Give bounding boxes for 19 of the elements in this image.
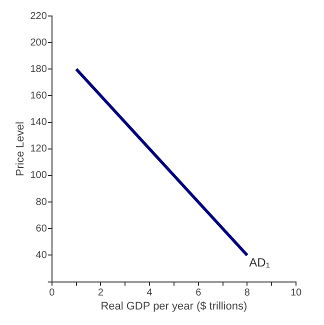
y-tick-label: 200 <box>30 37 48 48</box>
x-tick-label: 2 <box>98 288 104 299</box>
series-label: AD₁ <box>249 256 270 270</box>
y-tick-label: 120 <box>30 144 48 155</box>
y-tick-label: 80 <box>36 196 48 208</box>
x-tick-label: 8 <box>244 288 250 299</box>
y-tick-label: 100 <box>30 170 48 182</box>
y-axis-title: Price Level <box>14 122 27 176</box>
y-tick-label: 160 <box>30 90 48 102</box>
y-tick-label: 140 <box>30 117 48 128</box>
y-tick-label: 220 <box>30 10 48 22</box>
x-tick-label: 4 <box>146 288 153 299</box>
x-tick-label: 10 <box>290 288 302 299</box>
y-tick-label: 180 <box>30 64 48 75</box>
y-tick-label: 60 <box>36 223 48 234</box>
x-tick-label: 6 <box>196 288 202 299</box>
y-tick-label: 40 <box>36 250 48 261</box>
x-axis-title: Real GDP per year ($ trillions) <box>100 300 248 312</box>
x-tick-label: 0 <box>49 288 56 299</box>
